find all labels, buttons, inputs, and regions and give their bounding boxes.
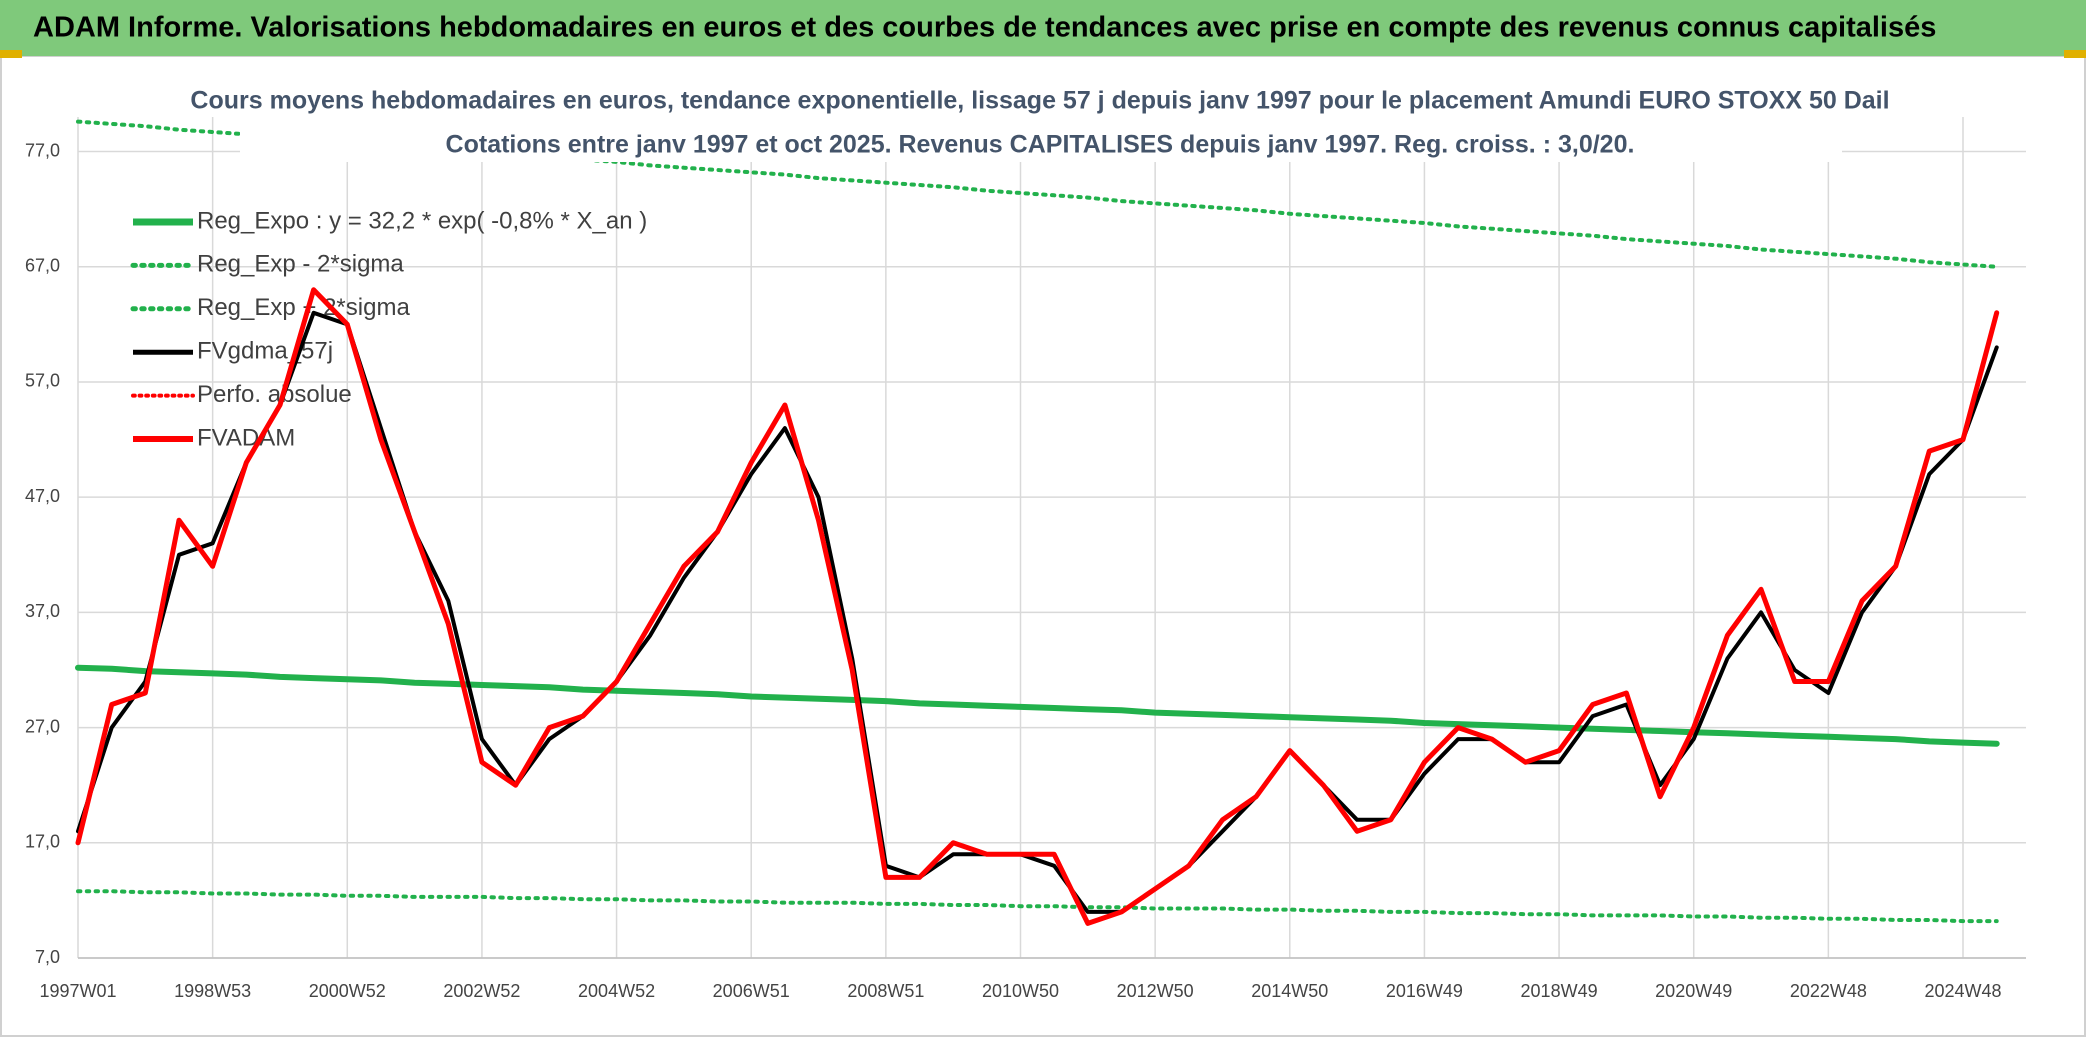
y-tick-label: 77,0 (25, 140, 60, 160)
x-tick-label: 2014W50 (1251, 981, 1328, 1001)
x-tick-label: 1997W01 (39, 981, 116, 1001)
x-tick-label: 2010W50 (982, 981, 1059, 1001)
x-tick-label: 2016W49 (1386, 981, 1463, 1001)
x-tick-label: 2022W48 (1790, 981, 1867, 1001)
x-tick-label: 1998W53 (174, 981, 251, 1001)
x-tick-label: 2002W52 (443, 981, 520, 1001)
series-line (75, 664, 2000, 747)
grid (77, 117, 2026, 959)
legend-label: Reg_Exp - 2*sigma (197, 251, 404, 278)
x-tick-label: 2000W52 (309, 981, 386, 1001)
y-tick-label: 47,0 (25, 486, 60, 506)
x-tick-label: 2004W52 (578, 981, 655, 1001)
x-tick-label: 2024W48 (1924, 981, 2001, 1001)
title-box (240, 80, 1842, 162)
legend-label: FVgdma_57j (197, 338, 333, 365)
y-tick-label: 67,0 (25, 256, 60, 276)
corner-right (2064, 50, 2086, 58)
x-tick-label: 2018W49 (1521, 981, 1598, 1001)
y-tick-label: 7,0 (35, 947, 60, 967)
corner-left (0, 50, 22, 58)
chart-title: Cours moyens hebdomadaires en euros, ten… (190, 87, 1889, 115)
y-tick-label: 37,0 (25, 601, 60, 621)
legend-label: Reg_Expo : y = 32,2 * exp( -0,8% * X_an … (197, 207, 647, 234)
legend: Reg_Expo : y = 32,2 * exp( -0,8% * X_an … (130, 207, 647, 451)
x-tick-label: 2008W51 (847, 981, 924, 1001)
chart-subtitle: Cotations entre janv 1997 et oct 2025. R… (446, 131, 1635, 159)
header-band (0, 0, 2086, 56)
series-line (75, 287, 2000, 926)
y-tick-label: 17,0 (25, 832, 60, 852)
series-line (76, 889, 1999, 924)
legend-label: FVADAM (197, 424, 295, 451)
x-tick-label: 2020W49 (1655, 981, 1732, 1001)
x-tick-label: 2006W51 (713, 981, 790, 1001)
legend-label: Perfo. absolue (197, 381, 352, 408)
header-title: ADAM Informe. Valorisations hebdomadaire… (33, 12, 1936, 44)
axes: 7,0 17,0 27,0 37,0 47,0 57,0 67,0 77,0 1997W01 19… (25, 140, 2026, 1001)
y-tick-label: 27,0 (25, 716, 60, 736)
x-tick-label: 2012W50 (1117, 981, 1194, 1001)
y-tick-label: 57,0 (25, 371, 60, 391)
